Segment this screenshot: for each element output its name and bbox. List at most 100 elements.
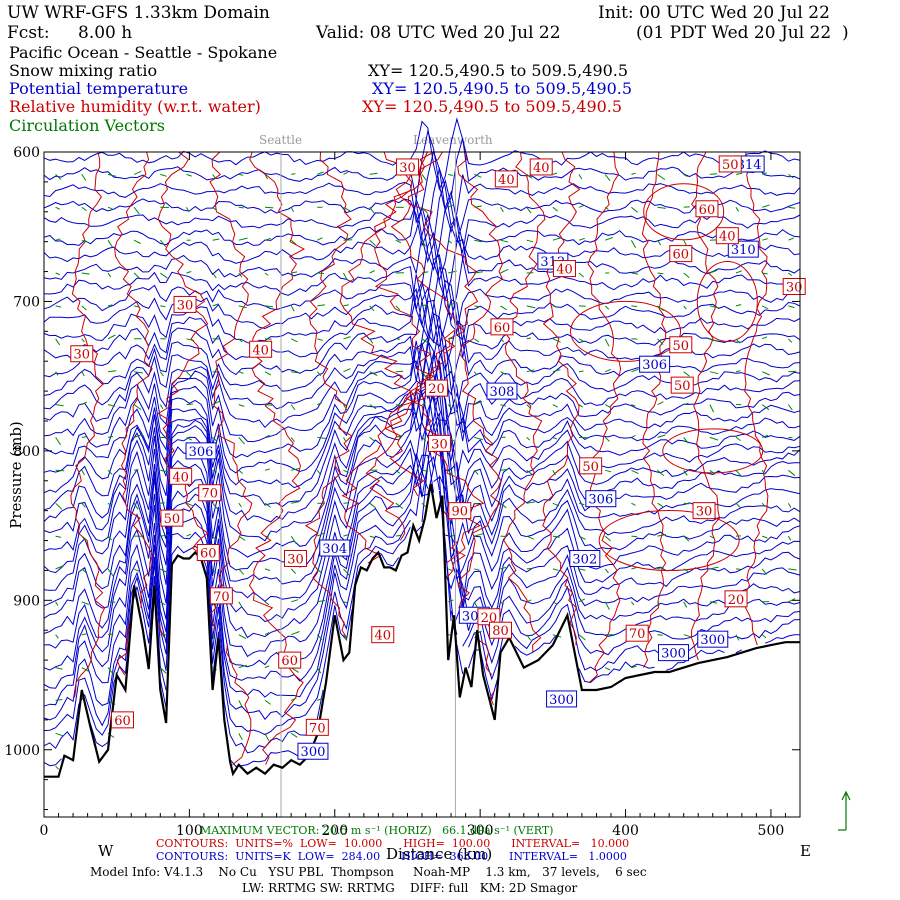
circulation-vector	[500, 239, 509, 243]
circulation-vector	[474, 400, 483, 406]
circulation-vector	[762, 336, 768, 340]
rh-contour-label-box	[278, 651, 302, 669]
circulation-vector	[709, 601, 718, 604]
circulation-vector	[604, 174, 611, 182]
circulation-vector	[604, 535, 611, 542]
circulation-vector	[343, 336, 351, 340]
circulation-vector	[369, 535, 375, 539]
rh-contour-label-box	[490, 318, 514, 336]
rh-contour-label-box	[173, 295, 197, 313]
rh-contour-label: 40	[374, 629, 391, 644]
x-tick-label: 300	[467, 823, 494, 839]
circulation-vector	[421, 304, 428, 307]
axis-ticks: 0 100 200 300 400 500 600 700 800 900 1000	[4, 145, 800, 839]
model-info: Model Info: V4.1.3 No Cu YSU PBL Thompso…	[90, 865, 647, 879]
circulation-vector	[238, 206, 244, 209]
circulation-vector	[448, 599, 454, 603]
rh-contour-label-box	[715, 227, 739, 245]
rh-contour-line	[503, 151, 546, 653]
circulation-vector	[526, 337, 531, 340]
circulation-vector	[55, 765, 59, 770]
circulation-vector	[55, 437, 61, 445]
circulation-vector	[55, 305, 62, 308]
circulation-vector	[264, 174, 268, 180]
circulation-vector	[788, 598, 796, 603]
circulation-vector	[605, 237, 613, 241]
circulation-vector	[657, 601, 660, 606]
theta-contour-label-box	[585, 490, 617, 508]
circulation-vector	[683, 173, 688, 178]
circulation-vector	[788, 338, 793, 343]
circulation-vector	[552, 206, 559, 212]
rh-contour-label: 70	[309, 721, 326, 736]
circulation-vector	[552, 305, 558, 308]
circulation-vector	[761, 502, 766, 508]
rh-contour-label: 60	[699, 203, 716, 218]
rh-contour-label-box	[695, 200, 719, 218]
circulation-vector	[735, 634, 740, 641]
circulation-vector	[500, 207, 504, 213]
circulation-vector	[500, 468, 509, 471]
circulation-vector	[81, 667, 89, 672]
x-tick-label: 200	[321, 823, 348, 839]
theta-contour-label: 306	[642, 358, 667, 373]
circulation-vector	[290, 239, 297, 245]
circulation-vector	[264, 338, 272, 340]
circulation-vector	[683, 402, 689, 406]
circulation-vector	[552, 338, 561, 343]
circulation-vector	[369, 305, 375, 312]
circulation-vector	[500, 371, 507, 376]
circulation-vector	[81, 338, 85, 343]
circulation-vector	[657, 173, 666, 181]
y-tick-label: 800	[13, 444, 40, 460]
circulation-vector	[395, 534, 402, 537]
theta-contour-label-box	[639, 355, 671, 373]
circulation-vector	[107, 601, 116, 603]
circulation-vector	[657, 338, 664, 345]
max-vector-info: MAXIMUM VECTOR: 20.5 m s⁻¹ (HORIZ) 66.1 …	[200, 824, 554, 837]
circulation-vector	[160, 305, 166, 308]
circulation-vector	[474, 173, 482, 178]
rh-contour-line	[384, 151, 466, 579]
circulation-vector	[683, 305, 687, 310]
circulation-vector	[552, 237, 561, 241]
rh-contour-label: 50	[164, 512, 181, 527]
circulation-vector	[526, 501, 536, 504]
circulation-vector	[290, 568, 297, 575]
theta-contour-label: 306	[189, 445, 214, 460]
circulation-vector	[578, 338, 585, 342]
theta-contour-label: 300	[700, 633, 725, 648]
circulation-vector	[55, 272, 60, 276]
circulation-vector	[657, 206, 666, 209]
circulation-vector	[657, 534, 666, 537]
circulation-vector	[264, 502, 271, 508]
circulation-vector	[474, 436, 483, 441]
circulation-vector	[264, 404, 272, 406]
circulation-vector	[238, 535, 246, 541]
circulation-vector	[735, 304, 742, 307]
circulation-vector	[631, 567, 637, 570]
y-tick-label: 900	[13, 593, 40, 609]
circulation-vector	[552, 601, 558, 605]
circulation-vector	[160, 534, 168, 537]
circulation-vector	[133, 568, 140, 572]
ref-label-leavenworth: Leavenworth	[413, 133, 493, 147]
circulation-vector	[55, 206, 61, 210]
circulation-vector	[604, 338, 610, 347]
theta-contour-line	[43, 453, 801, 658]
circulation-vector	[238, 237, 248, 241]
field-theta-xy: XY= 120.5,490.5 to 509.5,490.5	[372, 79, 633, 98]
rh-contour-label-box	[427, 434, 451, 452]
circulation-vector	[55, 338, 61, 346]
circulation-vector	[81, 206, 87, 212]
circulation-vector	[55, 238, 61, 241]
rh-contour-label: 80	[492, 624, 509, 639]
rh-contour-label-box	[249, 340, 273, 358]
theta-contour-label-box	[185, 442, 217, 460]
circulation-vector	[421, 174, 427, 181]
circulation-vector	[395, 435, 403, 438]
circulation-vector	[343, 437, 347, 443]
circulation-vector	[134, 469, 139, 471]
circulation-vector	[526, 174, 533, 179]
circulation-vector	[552, 470, 556, 476]
